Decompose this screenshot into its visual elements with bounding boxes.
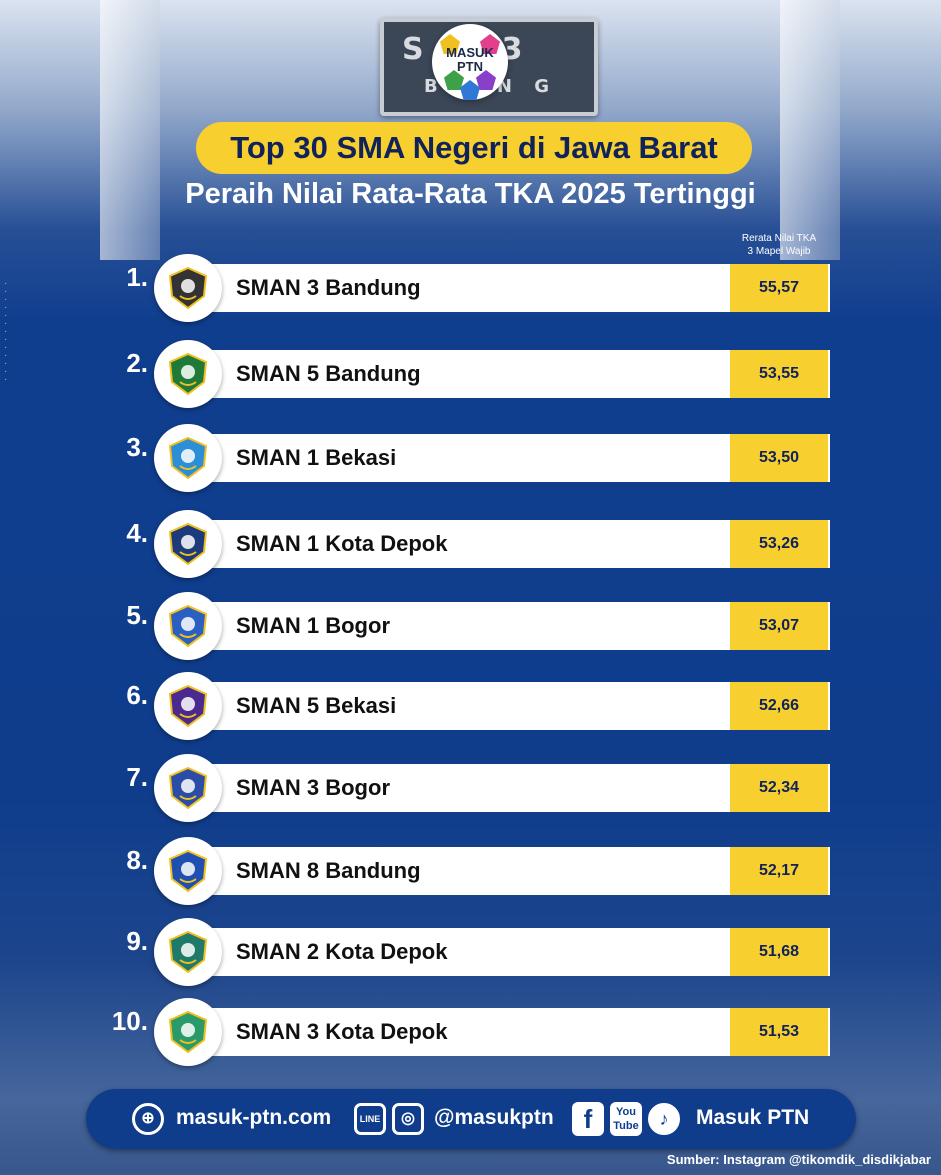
school-name: SMAN 1 Bekasi [236, 445, 397, 470]
score-value: 53,07 [730, 602, 828, 650]
brand-name: Masuk PTN [696, 1106, 810, 1129]
school-bar [210, 350, 830, 398]
school-emblem-badge [154, 592, 222, 660]
ranking-row: 7. 52,34 SMAN 3 Bogor [100, 754, 830, 822]
ranking-row: 4. 53,26 SMAN 1 Kota Depok [100, 510, 830, 578]
logo-text-ptn: PTN [457, 59, 483, 74]
sman-3-bogor-emblem [168, 766, 208, 810]
school-emblem-badge [154, 918, 222, 986]
building-pillar-right [780, 0, 840, 260]
score-value: 52,17 [730, 847, 828, 895]
rank-number: 7. [126, 762, 148, 792]
rank-number: 9. [126, 926, 148, 956]
school-bar [210, 682, 830, 730]
page-title: Top 30 SMA Negeri di Jawa Barat [196, 122, 752, 174]
ranking-row: 1. 55,57 SMAN 3 Bandung [100, 254, 830, 322]
ranking-row: 2. 53,55 SMAN 5 Bandung [100, 340, 830, 408]
school-bar [210, 928, 830, 976]
rank-number: 8. [126, 845, 148, 875]
footer-bar: ⊕ masuk-ptn.com LINE ◎ @masukptn f You Tu… [86, 1089, 856, 1149]
school-name: SMAN 3 Bogor [236, 775, 390, 800]
ranking-row: 5. 53,07 SMAN 1 Bogor [100, 592, 830, 660]
ranking-row: 8. 52,17 SMAN 8 Bandung [100, 837, 830, 905]
school-emblem-badge [154, 254, 222, 322]
rank-number: 10. [111, 1006, 148, 1036]
score-value: 53,50 [730, 434, 828, 482]
sman-5-bandung-emblem [168, 352, 208, 396]
score-value: 55,57 [730, 264, 828, 312]
website-link[interactable]: masuk-ptn.com [176, 1106, 332, 1129]
building-pillar-left [100, 0, 160, 260]
school-emblem-badge [154, 424, 222, 492]
score-column-header-line-2: 3 Mapel Wajib [747, 246, 811, 257]
school-bar [210, 602, 830, 650]
facebook-icon[interactable]: f [572, 1102, 604, 1136]
masuk-ptn-logo: MASUK PTN [432, 24, 508, 100]
logo-text-masuk: MASUK [446, 45, 494, 60]
school-name: SMAN 5 Bandung [236, 361, 421, 386]
score-column-header-line-1: Rerata Nilai TKA [741, 233, 817, 244]
sman-3-depok-emblem [168, 1010, 208, 1054]
line-icon[interactable]: LINE [354, 1103, 386, 1135]
school-name: SMAN 2 Kota Depok [236, 939, 448, 964]
rank-number: 6. [126, 680, 148, 710]
school-name: SMAN 1 Bogor [236, 613, 390, 638]
ranking-row: 9. 51,68 SMAN 2 Kota Depok [100, 918, 830, 986]
school-name: SMAN 1 Kota Depok [236, 531, 448, 556]
score-value: 52,66 [730, 682, 828, 730]
school-name: SMAN 5 Bekasi [236, 693, 397, 718]
school-emblem-badge [154, 998, 222, 1066]
sman-1-bogor-emblem [168, 604, 208, 648]
decor-dots: · · · · · · · · · · · · · [4, 278, 8, 385]
rank-number: 5. [126, 600, 148, 630]
ranking-row: 3. 53,50 SMAN 1 Bekasi [100, 424, 830, 492]
school-emblem-badge [154, 510, 222, 578]
rank-number: 4. [126, 518, 148, 548]
youtube-icon-text-2: Tube [613, 1120, 639, 1132]
score-value: 51,68 [730, 928, 828, 976]
instagram-handle[interactable]: @masukptn [434, 1106, 554, 1129]
score-column-header: Rerata Nilai TKA 3 Mapel Wajib [726, 232, 832, 258]
score-value: 52,34 [730, 764, 828, 812]
rank-number: 3. [126, 432, 148, 462]
sman-1-depok-emblem [168, 522, 208, 566]
school-name: SMAN 3 Kota Depok [236, 1019, 448, 1044]
sman-3-bandung-emblem [168, 266, 208, 310]
score-value: 51,53 [730, 1008, 828, 1056]
sman-5-bekasi-emblem [168, 684, 208, 728]
sman-2-depok-emblem [168, 930, 208, 974]
globe-icon[interactable]: ⊕ [132, 1103, 164, 1135]
ranking-row: 10. 51,53 SMAN 3 Kota Depok [100, 998, 830, 1066]
sman-1-bekasi-emblem [168, 436, 208, 480]
score-value: 53,26 [730, 520, 828, 568]
school-bar [210, 847, 830, 895]
youtube-icon[interactable]: You Tube [610, 1102, 642, 1136]
school-emblem-badge [154, 340, 222, 408]
tiktok-icon[interactable]: ♪ [648, 1103, 680, 1135]
sman-8-bandung-emblem [168, 849, 208, 893]
youtube-icon-text-1: You [616, 1106, 636, 1118]
ranking-row: 6. 52,66 SMAN 5 Bekasi [100, 672, 830, 740]
school-bar [210, 1008, 830, 1056]
school-bar [210, 520, 830, 568]
school-bar [210, 264, 830, 312]
school-emblem-badge [154, 754, 222, 822]
school-name: SMAN 3 Bandung [236, 275, 421, 300]
instagram-icon[interactable]: ◎ [392, 1103, 424, 1135]
score-value: 53,55 [730, 350, 828, 398]
rank-number: 1. [126, 262, 148, 292]
school-emblem-badge [154, 672, 222, 740]
school-name: SMAN 8 Bandung [236, 858, 421, 883]
page-subtitle: Peraih Nilai Rata-Rata TKA 2025 Tertingg… [185, 178, 756, 210]
source-credit: Sumber: Instagram @tikomdik_disdikjabar [666, 1152, 931, 1167]
rank-number: 2. [126, 348, 148, 378]
school-bar [210, 764, 830, 812]
school-emblem-badge [154, 837, 222, 905]
school-bar [210, 434, 830, 482]
